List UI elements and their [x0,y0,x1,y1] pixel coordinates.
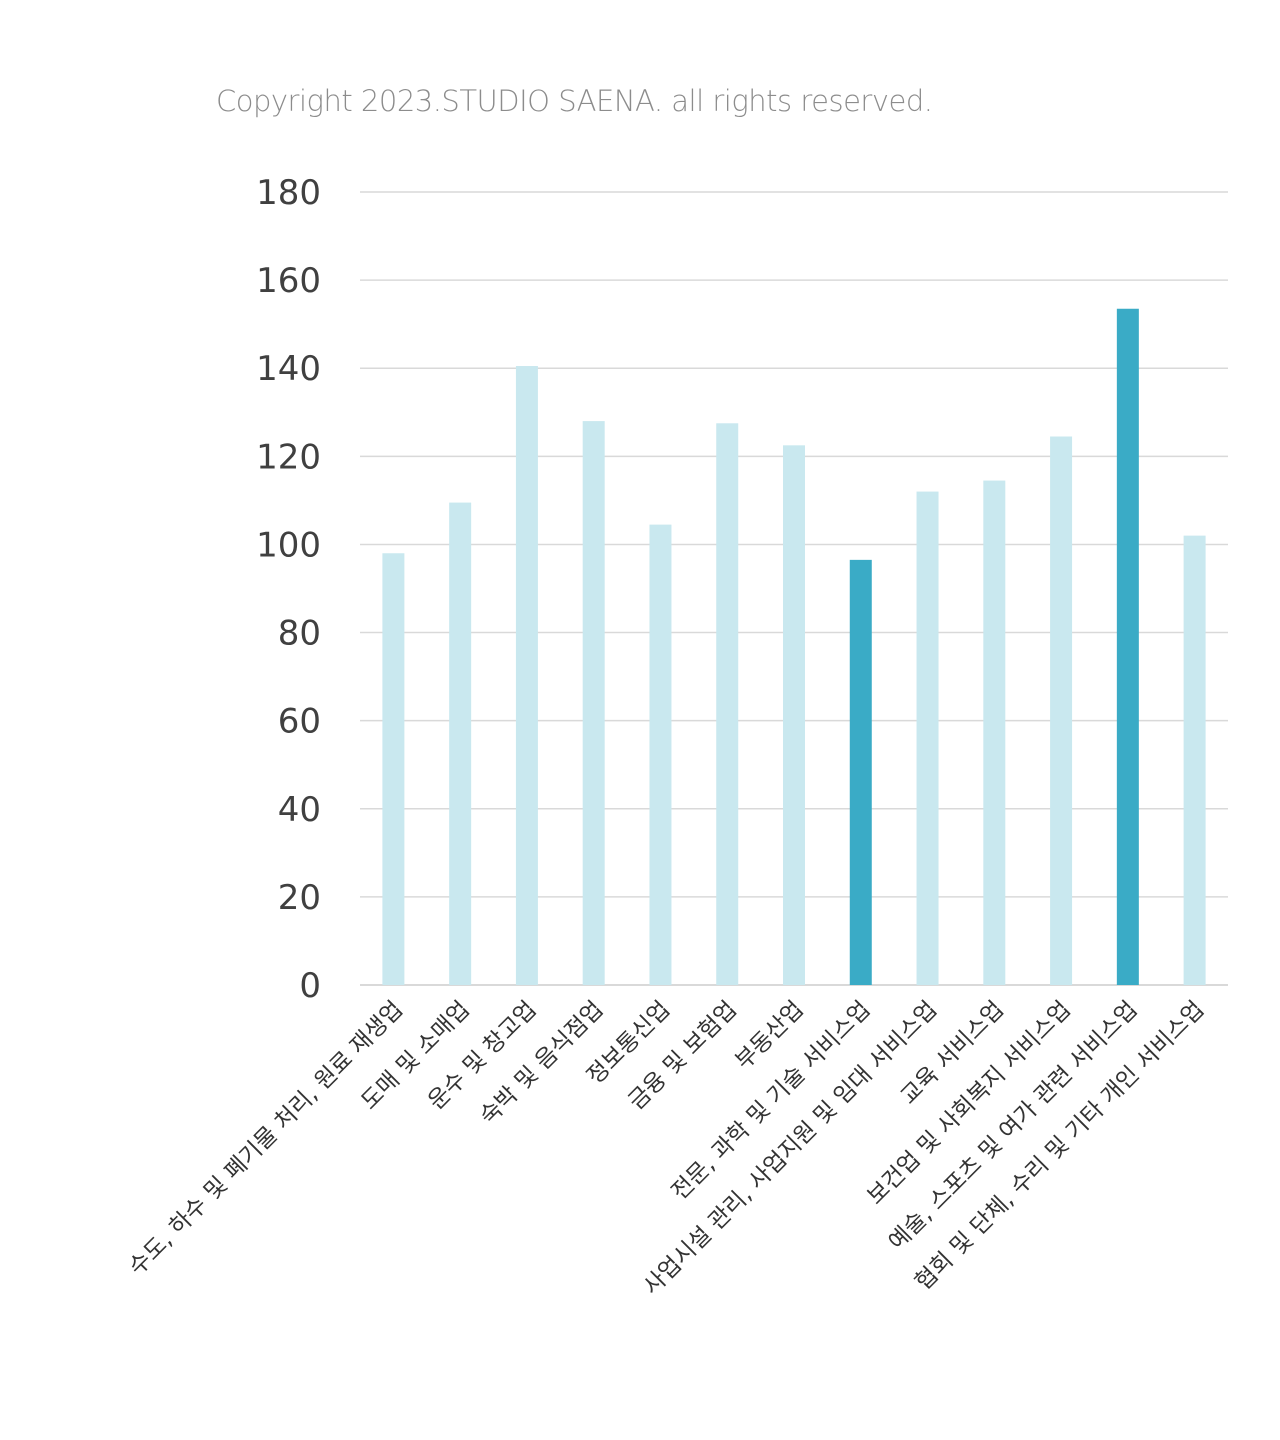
x-category-label: 예술, 스포츠 및 여가 관련 서비스업 [884,996,1143,1255]
y-tick-label: 0 [299,966,321,1006]
y-tick-label: 80 [278,614,321,654]
bar [783,445,805,985]
bar [515,366,538,986]
bar [983,480,1006,985]
x-category-label: 숙박 및 음식점업 [475,996,608,1129]
y-tick-label: 180 [256,173,321,213]
y-tick-label: 60 [278,702,321,742]
bar [382,553,405,985]
y-tick-label: 160 [256,261,321,301]
x-category-label: 수도, 하수 및 폐기물 처리, 원료 재생업 [124,996,408,1280]
bar [916,491,939,985]
bar [716,423,739,986]
bar [582,421,605,986]
bars [382,308,1206,986]
bar [1050,436,1073,986]
y-tick-label: 100 [256,525,321,565]
bar-highlighted [849,559,872,985]
y-tick-label: 20 [278,878,321,918]
bar [649,524,672,985]
copyright-text: Copyright 2023.STUDIO SAENA. all rights … [216,84,933,118]
bar [1183,535,1206,985]
bar-highlighted [1116,308,1139,986]
bar [449,502,472,985]
y-axis-tick-labels: 0 20 40 60 80 100 120 140 160 180 [256,173,321,1006]
y-tick-label: 140 [256,349,321,389]
y-tick-label: 120 [256,437,321,477]
y-tick-label: 40 [278,790,321,830]
